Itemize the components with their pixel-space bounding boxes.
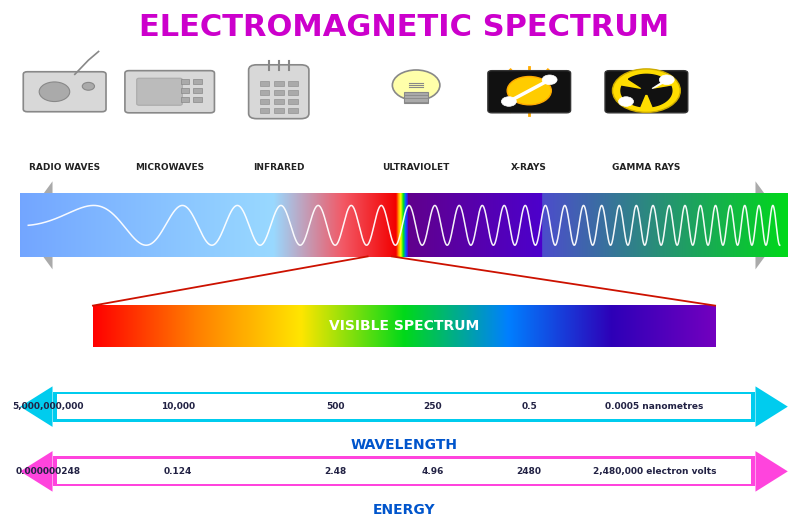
Text: 5,000,000,000: 5,000,000,000	[13, 402, 84, 411]
Bar	[259, 90, 269, 95]
Bar	[274, 108, 284, 113]
Bar	[288, 99, 298, 104]
Circle shape	[393, 70, 440, 100]
Text: RADIO WAVES: RADIO WAVES	[29, 163, 100, 172]
Circle shape	[659, 75, 674, 84]
Bar	[180, 97, 189, 102]
Polygon shape	[755, 451, 788, 492]
Polygon shape	[621, 87, 646, 106]
Circle shape	[502, 97, 516, 106]
Bar	[57, 394, 751, 419]
Bar	[259, 108, 269, 113]
Bar	[288, 90, 298, 95]
Bar	[274, 90, 284, 95]
Polygon shape	[20, 451, 53, 492]
Circle shape	[39, 82, 69, 102]
FancyBboxPatch shape	[137, 78, 183, 105]
Bar	[259, 99, 269, 104]
Text: 0.124: 0.124	[163, 467, 192, 476]
Circle shape	[507, 77, 551, 105]
Polygon shape	[20, 386, 53, 427]
Text: ENERGY: ENERGY	[372, 503, 436, 517]
Bar	[180, 79, 189, 84]
Text: 0.000000248: 0.000000248	[16, 467, 81, 476]
Bar	[53, 392, 755, 422]
Polygon shape	[755, 386, 788, 427]
Text: 10,000: 10,000	[161, 402, 195, 411]
Circle shape	[542, 75, 557, 84]
Polygon shape	[629, 75, 664, 91]
Bar	[193, 97, 202, 102]
Text: X-RAYS: X-RAYS	[511, 163, 547, 172]
Bar	[53, 456, 755, 486]
Text: 500: 500	[326, 402, 344, 411]
Polygon shape	[20, 181, 788, 269]
Text: 0.5: 0.5	[521, 402, 537, 411]
Bar	[288, 108, 298, 113]
Bar	[404, 92, 428, 103]
FancyBboxPatch shape	[23, 71, 106, 112]
Text: INFRARED: INFRARED	[253, 163, 305, 172]
Bar	[193, 88, 202, 93]
Text: ULTRAVIOLET: ULTRAVIOLET	[382, 163, 450, 172]
Polygon shape	[646, 87, 671, 106]
Text: 250: 250	[423, 402, 442, 411]
FancyBboxPatch shape	[125, 70, 214, 113]
Bar	[193, 79, 202, 84]
Bar	[57, 459, 751, 484]
Circle shape	[612, 69, 680, 112]
Bar	[274, 81, 284, 85]
Text: 4.96: 4.96	[421, 467, 444, 476]
Bar	[180, 88, 189, 93]
Text: MICROWAVES: MICROWAVES	[135, 163, 204, 172]
Bar	[274, 99, 284, 104]
Text: GAMMA RAYS: GAMMA RAYS	[612, 163, 680, 172]
Text: 2,480,000 electron volts: 2,480,000 electron volts	[593, 467, 716, 476]
Circle shape	[640, 87, 653, 95]
Text: WAVELENGTH: WAVELENGTH	[351, 438, 457, 452]
Circle shape	[82, 82, 95, 90]
FancyBboxPatch shape	[605, 70, 688, 113]
FancyBboxPatch shape	[249, 65, 309, 119]
Text: 2.48: 2.48	[324, 467, 347, 476]
Text: 2480: 2480	[517, 467, 541, 476]
Text: 0.0005 nanometres: 0.0005 nanometres	[605, 402, 704, 411]
Text: VISIBLE SPECTRUM: VISIBLE SPECTRUM	[329, 319, 479, 334]
Text: ELECTROMAGNETIC SPECTRUM: ELECTROMAGNETIC SPECTRUM	[139, 13, 669, 42]
Bar	[259, 81, 269, 85]
FancyBboxPatch shape	[488, 70, 570, 113]
Circle shape	[619, 97, 633, 106]
Bar	[288, 81, 298, 85]
